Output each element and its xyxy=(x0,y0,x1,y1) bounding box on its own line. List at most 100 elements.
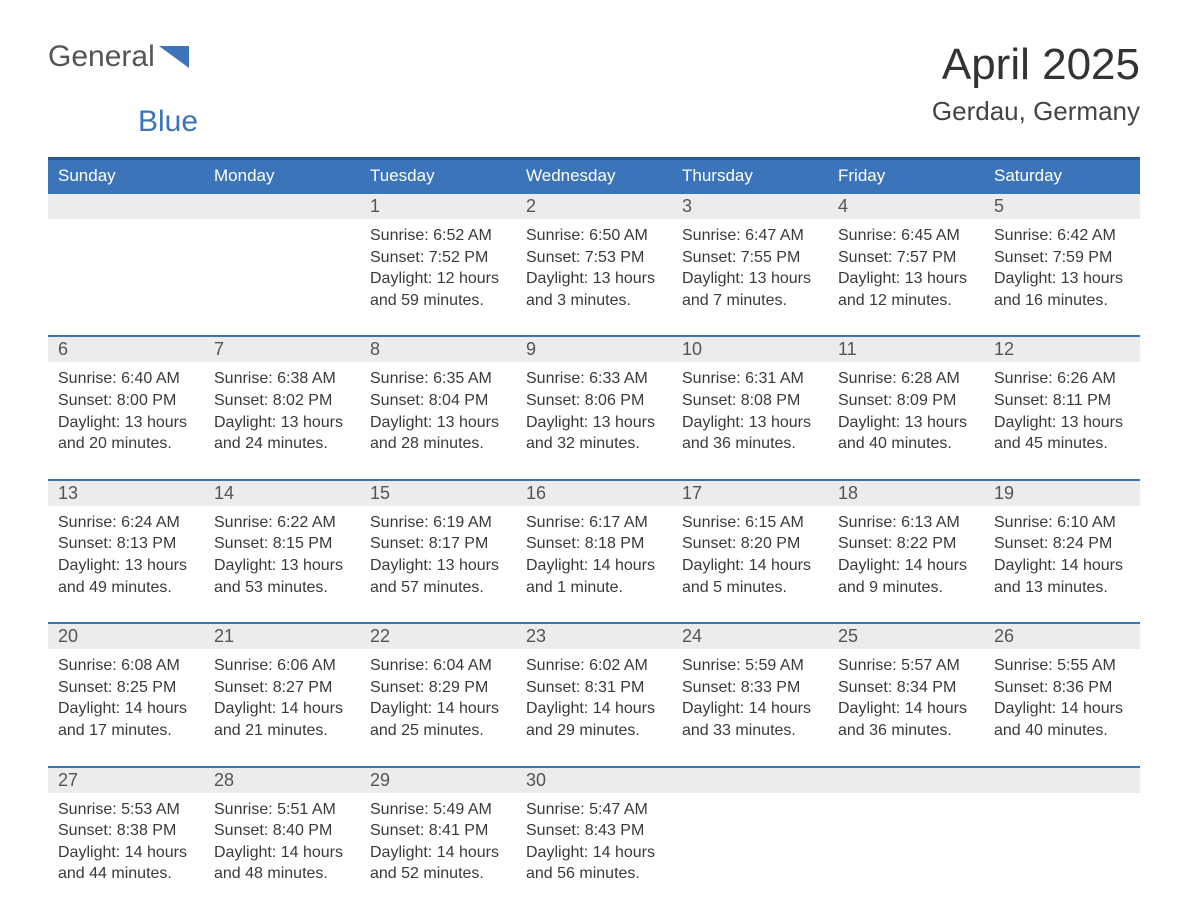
day-number: 3 xyxy=(672,194,828,219)
sunrise-text: Sunrise: 5:55 AM xyxy=(994,655,1130,677)
daylight-text-2: and 21 minutes. xyxy=(214,720,350,742)
sunrise-text: Sunrise: 6:19 AM xyxy=(370,512,506,534)
sunset-text: Sunset: 8:15 PM xyxy=(214,533,350,555)
day-number xyxy=(204,194,360,219)
sunrise-text: Sunrise: 6:50 AM xyxy=(526,225,662,247)
day-number: 12 xyxy=(984,337,1140,362)
daylight-text-1: Daylight: 13 hours xyxy=(526,268,662,290)
day-number: 6 xyxy=(48,337,204,362)
daylight-text-2: and 9 minutes. xyxy=(838,577,974,599)
sunset-text: Sunset: 8:34 PM xyxy=(838,677,974,699)
day-number xyxy=(48,194,204,219)
daylight-text-2: and 49 minutes. xyxy=(58,577,194,599)
sunset-text: Sunset: 8:36 PM xyxy=(994,677,1130,699)
sunrise-text: Sunrise: 6:10 AM xyxy=(994,512,1130,534)
day-cell: Sunrise: 6:47 AMSunset: 7:55 PMDaylight:… xyxy=(672,219,828,335)
daylight-text-2: and 17 minutes. xyxy=(58,720,194,742)
sunset-text: Sunset: 7:53 PM xyxy=(526,247,662,269)
sunset-text: Sunset: 8:38 PM xyxy=(58,820,194,842)
daylight-text-1: Daylight: 13 hours xyxy=(838,412,974,434)
day-cell: Sunrise: 6:38 AMSunset: 8:02 PMDaylight:… xyxy=(204,362,360,478)
sunset-text: Sunset: 8:00 PM xyxy=(58,390,194,412)
dow-tuesday: Tuesday xyxy=(360,160,516,192)
day-number: 17 xyxy=(672,481,828,506)
daylight-text-2: and 20 minutes. xyxy=(58,433,194,455)
week-row: 6789101112Sunrise: 6:40 AMSunset: 8:00 P… xyxy=(48,335,1140,478)
day-cell: Sunrise: 6:13 AMSunset: 8:22 PMDaylight:… xyxy=(828,506,984,622)
day-number: 30 xyxy=(516,768,672,793)
day-number: 5 xyxy=(984,194,1140,219)
day-cell: Sunrise: 5:53 AMSunset: 8:38 PMDaylight:… xyxy=(48,793,204,909)
day-number: 9 xyxy=(516,337,672,362)
sunset-text: Sunset: 8:09 PM xyxy=(838,390,974,412)
day-cell xyxy=(828,793,984,909)
day-number: 7 xyxy=(204,337,360,362)
daylight-text-1: Daylight: 13 hours xyxy=(58,555,194,577)
day-cell: Sunrise: 6:45 AMSunset: 7:57 PMDaylight:… xyxy=(828,219,984,335)
day-cell: Sunrise: 5:47 AMSunset: 8:43 PMDaylight:… xyxy=(516,793,672,909)
sunset-text: Sunset: 8:43 PM xyxy=(526,820,662,842)
daylight-text-2: and 5 minutes. xyxy=(682,577,818,599)
sunrise-text: Sunrise: 5:49 AM xyxy=(370,799,506,821)
day-number: 15 xyxy=(360,481,516,506)
sunset-text: Sunset: 8:29 PM xyxy=(370,677,506,699)
day-number: 27 xyxy=(48,768,204,793)
logo-text-1: General xyxy=(48,40,155,74)
sunset-text: Sunset: 8:31 PM xyxy=(526,677,662,699)
sunset-text: Sunset: 7:57 PM xyxy=(838,247,974,269)
daylight-text-2: and 29 minutes. xyxy=(526,720,662,742)
daynum-strip: 20212223242526 xyxy=(48,624,1140,649)
sunrise-text: Sunrise: 5:51 AM xyxy=(214,799,350,821)
sunset-text: Sunset: 7:59 PM xyxy=(994,247,1130,269)
daylight-text-1: Daylight: 14 hours xyxy=(370,698,506,720)
daylight-text-1: Daylight: 14 hours xyxy=(838,698,974,720)
weeks-container: 12345Sunrise: 6:52 AMSunset: 7:52 PMDayl… xyxy=(48,192,1140,909)
day-cell: Sunrise: 6:42 AMSunset: 7:59 PMDaylight:… xyxy=(984,219,1140,335)
location-label: Gerdau, Germany xyxy=(932,96,1140,127)
dow-sunday: Sunday xyxy=(48,160,204,192)
daylight-text-2: and 40 minutes. xyxy=(994,720,1130,742)
day-cell: Sunrise: 6:10 AMSunset: 8:24 PMDaylight:… xyxy=(984,506,1140,622)
daylight-text-1: Daylight: 14 hours xyxy=(58,698,194,720)
week-row: 20212223242526Sunrise: 6:08 AMSunset: 8:… xyxy=(48,622,1140,765)
sunrise-text: Sunrise: 6:52 AM xyxy=(370,225,506,247)
sunrise-text: Sunrise: 5:47 AM xyxy=(526,799,662,821)
day-number: 13 xyxy=(48,481,204,506)
daylight-text-1: Daylight: 14 hours xyxy=(214,698,350,720)
day-number: 8 xyxy=(360,337,516,362)
day-number: 18 xyxy=(828,481,984,506)
daynum-strip: 27282930 xyxy=(48,768,1140,793)
sunset-text: Sunset: 8:22 PM xyxy=(838,533,974,555)
daylight-text-1: Daylight: 14 hours xyxy=(526,842,662,864)
daylight-text-2: and 32 minutes. xyxy=(526,433,662,455)
daylight-text-2: and 44 minutes. xyxy=(58,863,194,885)
day-cell xyxy=(672,793,828,909)
sunrise-text: Sunrise: 6:08 AM xyxy=(58,655,194,677)
month-title: April 2025 xyxy=(932,40,1140,90)
dow-thursday: Thursday xyxy=(672,160,828,192)
sunrise-text: Sunrise: 6:38 AM xyxy=(214,368,350,390)
daylight-text-2: and 1 minute. xyxy=(526,577,662,599)
daylight-text-1: Daylight: 13 hours xyxy=(58,412,194,434)
sunrise-text: Sunrise: 5:57 AM xyxy=(838,655,974,677)
day-cell: Sunrise: 5:55 AMSunset: 8:36 PMDaylight:… xyxy=(984,649,1140,765)
day-number: 28 xyxy=(204,768,360,793)
day-number: 10 xyxy=(672,337,828,362)
sunrise-text: Sunrise: 5:59 AM xyxy=(682,655,818,677)
daylight-text-2: and 48 minutes. xyxy=(214,863,350,885)
day-cell: Sunrise: 6:08 AMSunset: 8:25 PMDaylight:… xyxy=(48,649,204,765)
daynum-strip: 6789101112 xyxy=(48,337,1140,362)
logo-flag-icon xyxy=(159,46,189,68)
daylight-text-1: Daylight: 13 hours xyxy=(214,555,350,577)
day-cell: Sunrise: 6:02 AMSunset: 8:31 PMDaylight:… xyxy=(516,649,672,765)
day-number: 19 xyxy=(984,481,1140,506)
daylight-text-1: Daylight: 14 hours xyxy=(682,698,818,720)
day-cell xyxy=(204,219,360,335)
daylight-text-2: and 36 minutes. xyxy=(838,720,974,742)
daylight-text-2: and 28 minutes. xyxy=(370,433,506,455)
dow-saturday: Saturday xyxy=(984,160,1140,192)
day-number xyxy=(828,768,984,793)
daylight-text-2: and 16 minutes. xyxy=(994,290,1130,312)
daylight-text-1: Daylight: 14 hours xyxy=(682,555,818,577)
daylight-text-1: Daylight: 13 hours xyxy=(214,412,350,434)
